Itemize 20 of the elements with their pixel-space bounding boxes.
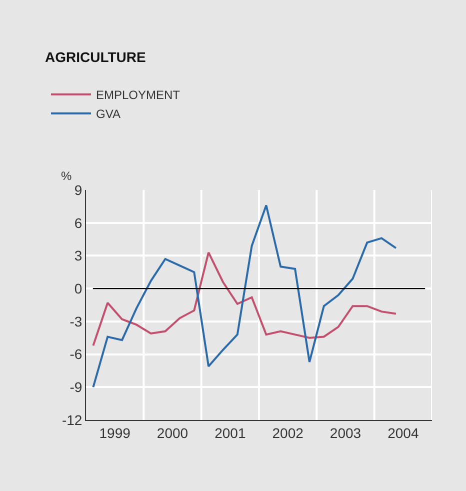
x-tick-label: 2002: [272, 424, 304, 441]
chart-title: AGRICULTURE: [45, 48, 146, 65]
legend-label: EMPLOYMENT: [96, 88, 181, 102]
y-tick-label: -6: [70, 346, 82, 362]
y-tick-label: -3: [70, 313, 82, 330]
x-tick-label: 2003: [330, 424, 362, 441]
x-tick-label: 1999: [99, 424, 131, 441]
x-tick-label: 2001: [214, 424, 246, 441]
x-tick-label: 2004: [388, 424, 419, 441]
y-tick-label: -12: [62, 412, 82, 428]
y-tick-label: 3: [74, 248, 82, 264]
y-tick-label: 9: [74, 182, 82, 198]
y-tick-label: 0: [74, 280, 82, 296]
legend-label: GVA: [96, 107, 120, 122]
y-tick-label: -9: [70, 379, 82, 396]
line-series: [92, 204, 397, 388]
y-axis-title: %: [61, 169, 72, 183]
line-series: [92, 251, 397, 347]
y-tick-label: 6: [74, 214, 82, 231]
x-tick-label: 2000: [156, 424, 188, 441]
